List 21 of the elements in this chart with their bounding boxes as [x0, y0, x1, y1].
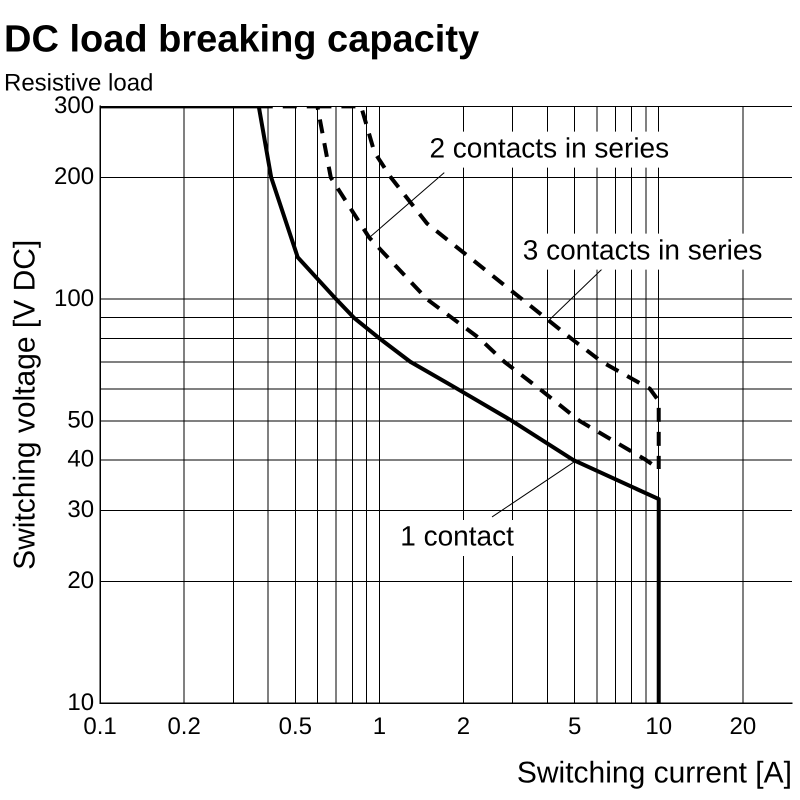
y-tick-label: 200: [54, 163, 94, 190]
annotation: 2 contacts in series: [429, 132, 670, 164]
x-tick-label: 0.2: [167, 713, 201, 740]
x-tick-label: 1: [372, 713, 386, 740]
x-tick-label: 0.5: [278, 713, 312, 740]
x-tick-label: 20: [729, 713, 756, 740]
x-tick-label: 5: [568, 713, 582, 740]
y-axis-title: Switching voltage [V DC]: [8, 240, 42, 570]
y-tick-label: 20: [67, 567, 94, 594]
y-tick-label: 100: [54, 284, 94, 312]
chart-title: DC load breaking capacity: [4, 18, 480, 60]
x-tick-label: 2: [456, 713, 470, 740]
annotation: 1 contact: [400, 520, 514, 552]
x-tick-label: 10: [645, 713, 672, 740]
x-tick-label: 0.1: [83, 713, 117, 740]
annotation: 3 contacts in series: [522, 234, 762, 266]
y-tick-label: 30: [67, 496, 94, 524]
y-tick-label: 10: [67, 688, 94, 716]
y-tick-label: 50: [67, 406, 94, 434]
x-axis-title: Switching current [A]: [516, 756, 792, 790]
y-tick-label: 40: [67, 446, 94, 473]
